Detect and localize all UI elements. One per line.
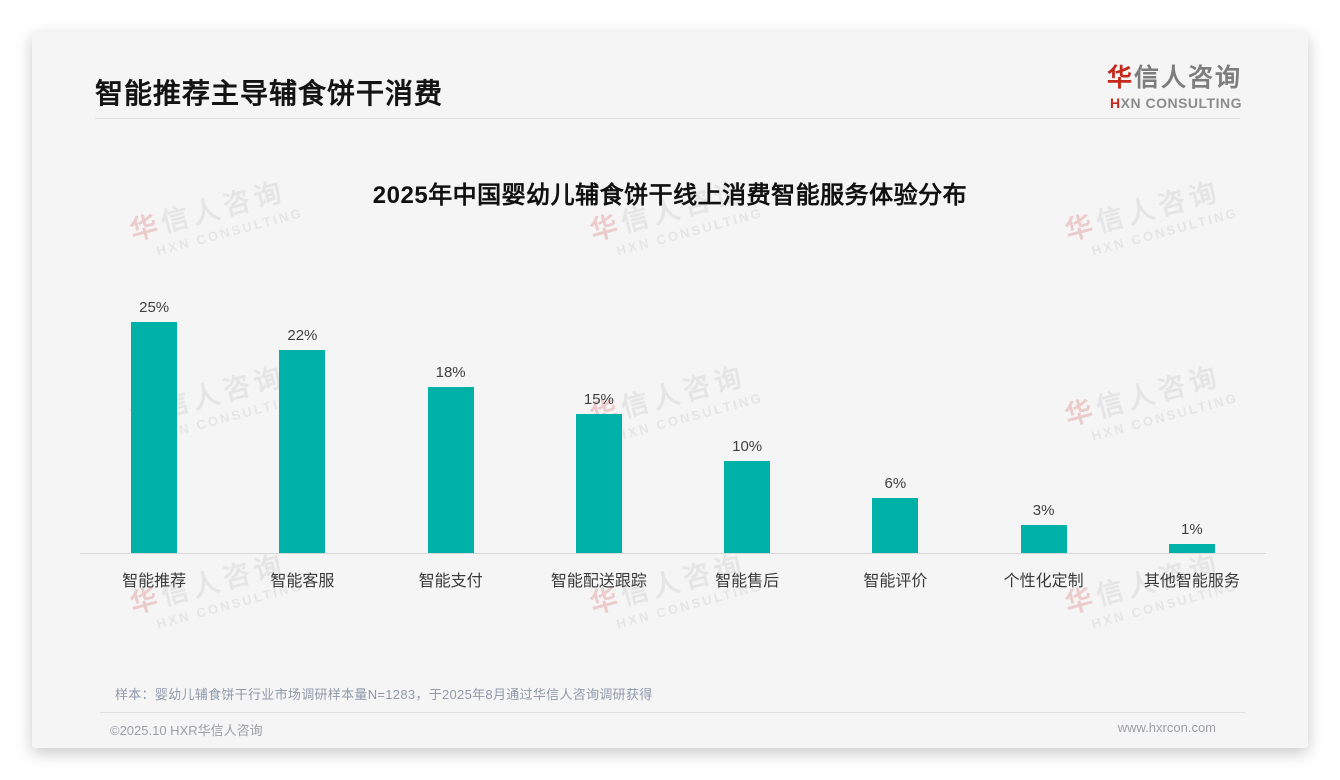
bar [279, 349, 326, 553]
bar-column: 1% [1118, 521, 1266, 553]
page-title: 智能推荐主导辅食饼干消费 [95, 78, 444, 109]
bar-value-label: 25% [139, 299, 170, 316]
x-axis-line [80, 553, 1266, 554]
category-label: 其他智能服务 [1143, 573, 1240, 590]
company-logo: 华信人咨询 HXN CONSULTING [1107, 58, 1242, 111]
logo-en-text: HXN CONSULTING [1107, 95, 1242, 111]
bar [131, 322, 178, 553]
bar-value-label: 6% [884, 474, 907, 492]
bar-value-label: 22% [287, 326, 318, 344]
category-label: 智能推荐 [122, 573, 187, 590]
bar-column: 10% [673, 438, 821, 553]
bar-column: 6% [821, 475, 969, 553]
bar-column: 18% [377, 364, 525, 553]
bar [575, 414, 622, 553]
category-row: 智能推荐 智能客服 智能支付 智能配送跟踪 智能售后 智能评价 个性化定制 其他智能服务 [80, 554, 1266, 591]
category-label: 智能评价 [863, 573, 928, 590]
bar [724, 460, 771, 553]
bar-value-label: 3% [1032, 502, 1055, 520]
logo-en-rest: XN CONSULTING [1120, 95, 1242, 111]
bar-value-label: 10% [732, 437, 763, 455]
sample-note: 样本：婴幼儿辅食饼干行业市场调研样本量N=1283，于2025年8月通过华信人咨… [115, 687, 653, 702]
bar-value-label: 18% [435, 363, 466, 381]
footer-website: www.hxrcon.com [1117, 720, 1216, 735]
category-label: 个性化定制 [1003, 573, 1084, 590]
logo-cn-rest: 信人咨询 [1133, 64, 1242, 92]
footer-copyright: ©2025.10 HXR华信人咨询 [110, 723, 263, 738]
bar-column: 15% [525, 391, 673, 553]
category-label: 智能配送跟踪 [550, 573, 647, 590]
logo-en-accent: H [1110, 95, 1121, 111]
logo-cn-accent: 华 [1106, 64, 1134, 92]
bar-column: 25% [80, 299, 228, 553]
category-label: 智能售后 [715, 573, 780, 590]
footer-divider [100, 712, 1245, 713]
bar-value-label: 1% [1181, 520, 1203, 538]
bar-value-label: 15% [583, 391, 614, 409]
bar [427, 386, 474, 553]
logo-cn-text: 华信人咨询 [1107, 58, 1242, 94]
bar-column: 22% [228, 327, 376, 553]
bar-column: 3% [970, 502, 1118, 553]
bar-chart: 25% 22% 18% 15% 10% 6% 3% 1% 智能推荐 智能客服 智能支付 智能配送跟踪… [80, 290, 1266, 591]
bar [872, 497, 919, 553]
category-label: 智能支付 [418, 573, 483, 590]
report-card: 华信人咨询 HXN CONSULTING 华信人咨询 HXN CONSULTING 华信… [32, 32, 1308, 748]
bar [1168, 543, 1215, 553]
header-divider [95, 118, 1240, 119]
bar [1020, 525, 1067, 553]
category-label: 智能客服 [270, 573, 335, 590]
chart-title: 2025年中国婴幼儿辅食饼干线上消费智能服务体验分布 [372, 182, 968, 209]
bars-row: 25% 22% 18% 15% 10% 6% 3% 1% [80, 290, 1266, 553]
